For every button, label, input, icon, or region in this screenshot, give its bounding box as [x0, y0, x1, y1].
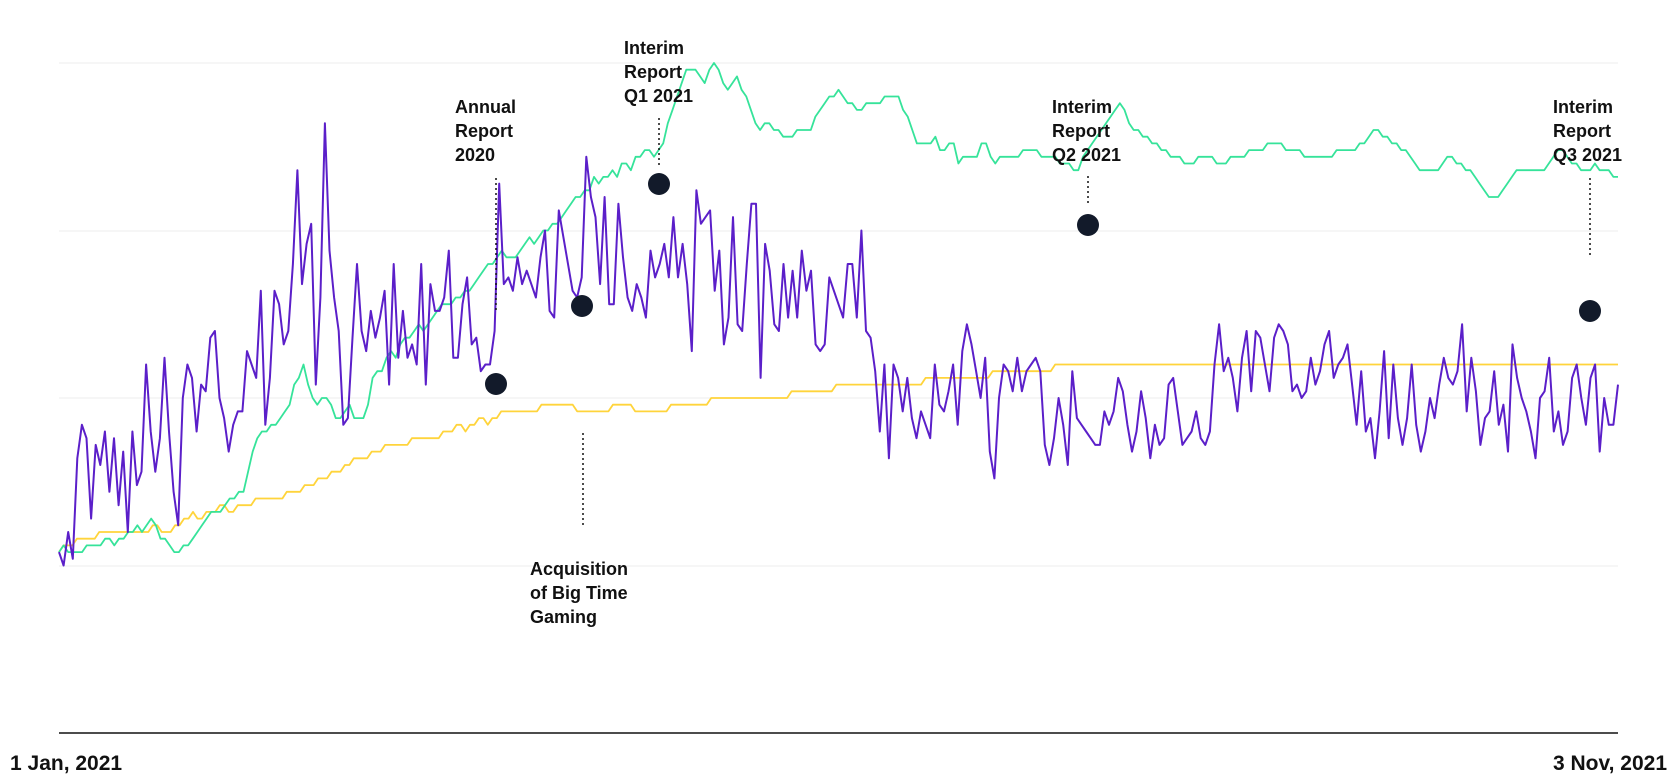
annotation-label: Annual Report 2020 [455, 97, 516, 165]
event-marker [1077, 214, 1099, 236]
annotation-label: Interim Report Q3 2021 [1553, 97, 1622, 165]
annotation-label: Acquisition of Big Time Gaming [530, 559, 628, 627]
event-marker [485, 373, 507, 395]
series-line-green [58, 62, 1618, 553]
event-marker [1579, 300, 1601, 322]
series-line-purple [58, 122, 1619, 567]
x-tick-label-start: 1 Jan, 2021 [10, 752, 122, 775]
event-marker [648, 173, 670, 195]
x-tick-label-end: 3 Nov, 2021 [1553, 752, 1667, 775]
gridlines [59, 62, 1618, 567]
annotations: Annual Report 2020 Interim Report Q1 2021 Inte… [455, 38, 1622, 627]
series-lines [58, 62, 1619, 567]
event-marker [571, 295, 593, 317]
annotation-label: Interim Report Q2 2021 [1052, 97, 1121, 165]
annotation-label: Interim Report Q1 2021 [624, 38, 693, 106]
series-line-yellow [58, 363, 1618, 553]
